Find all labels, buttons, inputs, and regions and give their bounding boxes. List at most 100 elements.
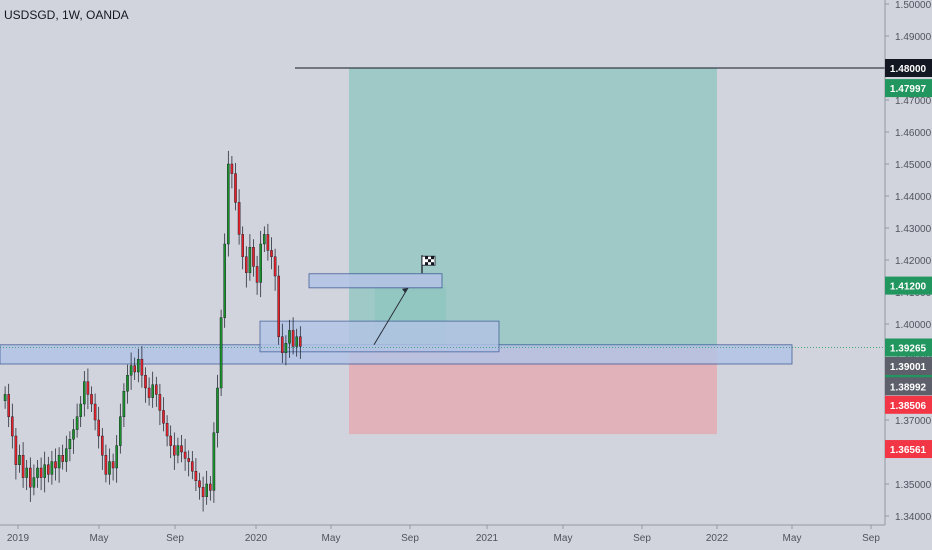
flag-check [425,262,428,266]
price-tag-bg [885,79,932,98]
candle-body [29,467,32,488]
candle-body [25,467,29,478]
candle-body [108,461,111,475]
x-tick-label: May [783,533,802,544]
candle-body [97,419,100,437]
price-tag-label: 1.39265 [890,344,927,355]
candle-body [104,455,108,475]
candle-body [162,410,165,424]
chart-title: USDSGD, 1W, OANDA [4,8,129,22]
candle-body [43,464,46,478]
y-tick-label: 1.49000 [895,32,932,43]
candle-body [14,435,18,465]
candle-body [154,384,158,395]
x-tick-label: May [90,533,109,544]
y-tick-label: 1.46000 [895,128,932,139]
price-tag-label: 1.38506 [890,401,927,412]
candle-body [90,394,93,405]
candle-body [165,423,169,437]
arrow-head [402,287,408,293]
x-tick-label: May [554,533,573,544]
candle-body [10,416,14,437]
candle-body [219,317,223,389]
candle-body [7,394,10,417]
candle-body [82,381,86,405]
price-tag-bg [885,356,932,375]
candle-body [140,359,144,376]
candle-body [248,246,252,273]
y-tick-label: 1.42000 [895,256,932,267]
candle-body [201,487,205,498]
candle-body [32,477,36,488]
candle-body [273,256,277,277]
candle-body [126,375,129,392]
candle-body [118,416,122,446]
candle-body [54,461,57,469]
candle-body [61,455,64,462]
x-tick-label: 2021 [476,533,499,544]
candle-body [111,461,115,469]
candle-body [259,243,263,283]
candle-body [93,403,97,421]
candle-body [183,451,187,459]
candle-body [237,202,241,235]
candle-body [299,336,302,347]
x-tick-label: May [322,533,341,544]
candle-body [147,387,151,398]
flag-check [425,256,428,260]
candle-body [223,243,227,318]
candle-body [57,455,61,469]
candle-body [133,365,137,373]
x-tick-label: 2019 [7,533,30,544]
candle-body [255,266,259,283]
price-tag-bg [885,377,932,396]
resistance-zone-box [308,273,443,289]
y-tick-label: 1.43000 [895,224,932,235]
candle-body [270,250,273,257]
y-tick-label: 1.47000 [895,96,932,107]
candle-body [75,416,79,430]
candle-body [169,435,173,446]
y-tick-label: 1.40000 [895,320,932,331]
price-tag-bg [885,440,932,459]
candle-body [281,336,284,353]
projection-arrow [373,287,409,346]
price-tag-label: 1.39001 [890,362,927,373]
candle-body [241,234,245,257]
candle-body [47,464,50,475]
candle-body [176,445,180,456]
candle-body [284,343,288,354]
candle-body [39,467,43,478]
candle-body [263,234,266,245]
price-tag-label: 1.47997 [890,84,927,95]
flag-check [431,262,434,266]
y-tick-label: 1.50000 [895,0,932,11]
price-tag-label: 1.48000 [890,64,927,75]
candle-body [172,445,176,456]
candle-body [151,384,155,398]
candle-body [194,471,198,482]
candle-body [234,173,237,203]
candle-body [115,445,118,469]
price-tag-label: 1.36561 [890,445,927,456]
y-tick-label: 1.37000 [895,416,932,427]
x-tick-label: Sep [633,533,651,544]
candle-body [3,394,7,401]
price-tag-bg [885,59,932,77]
y-tick-label: 1.35000 [895,480,932,491]
candle-body [252,246,255,267]
price-tag-bg [885,395,932,414]
x-tick-label: Sep [166,533,184,544]
candle-body [68,439,72,450]
candle-body [122,391,126,418]
x-tick-label: 2020 [245,533,268,544]
candle-body [187,458,191,462]
candle-body [21,455,25,478]
candle-body [180,445,183,453]
candle-body [288,330,291,344]
candle-body [216,387,219,433]
candle-body [244,256,248,273]
candle-body [226,163,230,245]
